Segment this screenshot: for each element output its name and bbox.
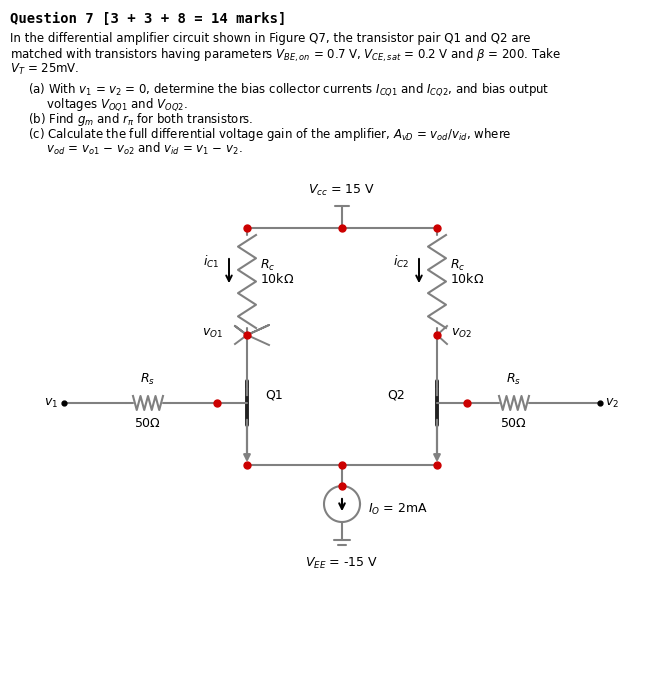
Text: Q1: Q1	[265, 389, 283, 402]
Text: $V_{EE}$ = -15 V: $V_{EE}$ = -15 V	[305, 556, 379, 571]
Text: 50$\Omega$: 50$\Omega$	[134, 417, 162, 430]
Text: $V_{cc}$ = 15 V: $V_{cc}$ = 15 V	[308, 183, 375, 198]
Text: $v_{od}$ = $v_{o1}$ $-$ $v_{o2}$ and $v_{id}$ = $v_1$ $-$ $v_2$.: $v_{od}$ = $v_{o1}$ $-$ $v_{o2}$ and $v_…	[28, 141, 242, 157]
Text: (a) With $v_1$ = $v_2$ = 0, determine the bias collector currents $I_{CQ1}$ and : (a) With $v_1$ = $v_2$ = 0, determine th…	[28, 81, 549, 98]
Text: $v_{O2}$: $v_{O2}$	[451, 326, 472, 340]
Text: $v_{O1}$: $v_{O1}$	[202, 326, 223, 340]
Text: 10k$\Omega$: 10k$\Omega$	[260, 272, 295, 286]
Text: $R_s$: $R_s$	[140, 372, 156, 387]
Text: (b) Find $g_m$ and $r_{\pi}$ for both transistors.: (b) Find $g_m$ and $r_{\pi}$ for both tr…	[28, 111, 254, 128]
Text: $i_{C2}$: $i_{C2}$	[393, 254, 409, 270]
Text: Q2: Q2	[387, 389, 404, 402]
Text: $v_2$: $v_2$	[605, 396, 619, 409]
Text: $R_c$: $R_c$	[260, 258, 275, 273]
Text: voltages $V_{OQ1}$ and $V_{OQ2}$.: voltages $V_{OQ1}$ and $V_{OQ2}$.	[28, 96, 187, 113]
Text: Question 7 [3 + 3 + 8 = 14 marks]: Question 7 [3 + 3 + 8 = 14 marks]	[10, 12, 287, 26]
Text: 10k$\Omega$: 10k$\Omega$	[450, 272, 485, 286]
Text: (c) Calculate the full differential voltage gain of the amplifier, $A_{vD}$ = $v: (c) Calculate the full differential volt…	[28, 126, 512, 143]
Text: 50$\Omega$: 50$\Omega$	[500, 417, 528, 430]
Text: $i_{C1}$: $i_{C1}$	[203, 254, 219, 270]
Text: $v_1$: $v_1$	[44, 396, 58, 409]
Text: In the differential amplifier circuit shown in Figure Q7, the transistor pair Q1: In the differential amplifier circuit sh…	[10, 32, 530, 45]
Text: $R_s$: $R_s$	[506, 372, 522, 387]
Text: $R_c$: $R_c$	[450, 258, 465, 273]
Text: $I_O$ = 2mA: $I_O$ = 2mA	[368, 502, 428, 517]
Text: $V_T$ = 25mV.: $V_T$ = 25mV.	[10, 62, 79, 77]
Text: matched with transistors having parameters $V_{BE,on}$ = 0.7 V, $V_{CE,sat}$ = 0: matched with transistors having paramete…	[10, 47, 561, 64]
